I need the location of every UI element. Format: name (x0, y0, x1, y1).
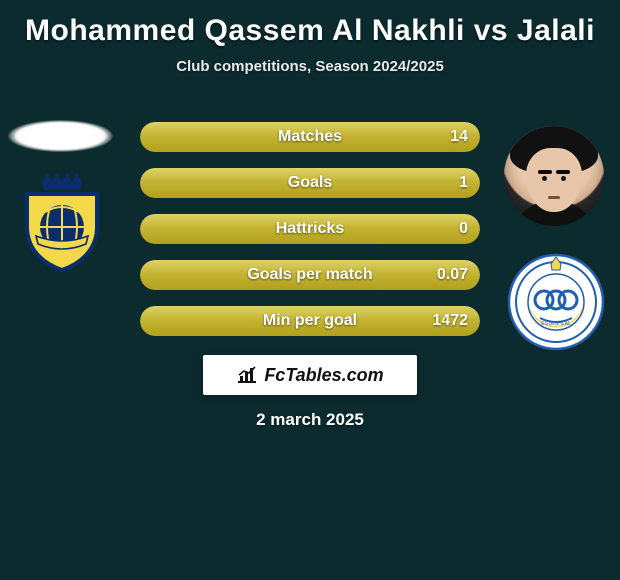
stat-value-right: 1 (447, 168, 480, 198)
svg-text:ESTEGHLAL: ESTEGHLAL (541, 321, 571, 327)
date-label: 2 march 2025 (0, 410, 620, 430)
badge-icon: ESTEGHLAL (506, 252, 606, 352)
stat-bar: Goals per match0.07 (140, 260, 480, 290)
subtitle: Club competitions, Season 2024/2025 (0, 58, 620, 75)
player-right-avatar (504, 126, 604, 226)
stat-bar: Min per goal1472 (140, 306, 480, 336)
club-badge-right: ESTEGHLAL (506, 252, 606, 352)
chart-icon (236, 366, 258, 384)
player-left-avatar (8, 120, 113, 152)
stat-label: Matches (140, 122, 480, 152)
page-title: Mohammed Qassem Al Nakhli vs Jalali (0, 0, 620, 48)
stat-label: Goals (140, 168, 480, 198)
stat-value-right: 0 (447, 214, 480, 244)
club-badge-left (12, 172, 112, 272)
stat-value-right: 14 (438, 122, 480, 152)
brand-badge: FcTables.com (203, 355, 417, 395)
brand-text: FcTables.com (264, 365, 383, 386)
stat-value-right: 1472 (420, 306, 480, 336)
stat-bar: Matches14 (140, 122, 480, 152)
stat-label: Hattricks (140, 214, 480, 244)
stat-value-right: 0.07 (425, 260, 480, 290)
stat-bar: Hattricks0 (140, 214, 480, 244)
shield-icon (12, 172, 112, 272)
stat-bars: Matches14 Goals1 Hattricks0 Goals per match… (140, 122, 480, 352)
stat-bar: Goals1 (140, 168, 480, 198)
